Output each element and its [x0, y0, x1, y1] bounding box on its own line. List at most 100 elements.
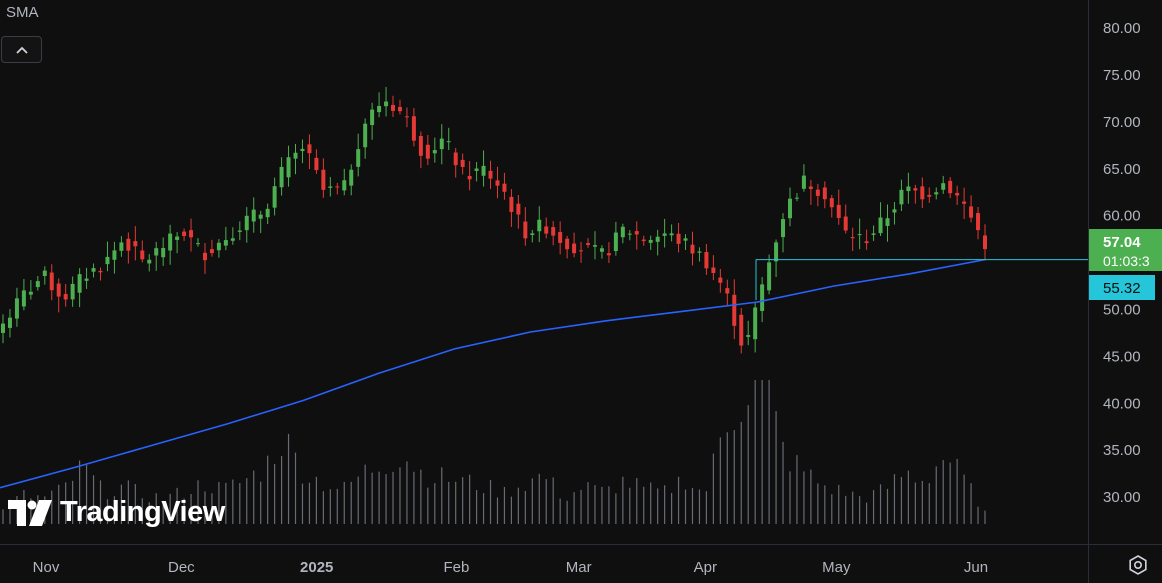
candle-body	[843, 216, 848, 231]
candle-body	[328, 186, 333, 188]
candle-body	[544, 226, 549, 234]
collapse-indicators-button[interactable]	[1, 36, 42, 63]
candle-body	[216, 242, 221, 251]
gear-icon[interactable]	[1126, 553, 1150, 577]
candle-body	[342, 180, 347, 191]
candle-body	[606, 253, 611, 256]
candle-body	[356, 149, 361, 167]
price-tick-label: 75.00	[1103, 67, 1141, 84]
last-price-label: 57.04	[1103, 234, 1141, 251]
candle-body	[815, 189, 820, 196]
candle-body	[460, 159, 465, 167]
candle-body	[105, 256, 110, 265]
candle-body	[495, 180, 500, 186]
price-tick-label: 50.00	[1103, 302, 1141, 319]
price-tick-label: 65.00	[1103, 161, 1141, 178]
candle-body	[1, 323, 5, 333]
candle-body	[35, 281, 40, 288]
candle-body	[627, 233, 632, 235]
candle-body	[202, 252, 207, 261]
candle-body	[439, 138, 444, 150]
candle-body	[934, 192, 939, 195]
candle-body	[154, 248, 159, 256]
candle-body	[391, 104, 396, 111]
candle-body	[753, 307, 758, 340]
candle-body	[683, 238, 688, 241]
price-axis[interactable]: 80.0075.0070.0065.0060.0055.0050.0045.00…	[1103, 20, 1141, 506]
candle-body	[404, 116, 409, 118]
candle-body	[927, 194, 932, 197]
last-price-badge	[1089, 229, 1162, 271]
candle-body	[481, 165, 486, 176]
chevron-up-icon	[15, 46, 28, 54]
candle-body	[808, 186, 813, 189]
candle-body	[98, 270, 103, 273]
candle-body	[690, 244, 695, 254]
candle-body	[976, 213, 981, 231]
candle-body	[453, 152, 458, 166]
candle-body	[147, 259, 152, 264]
candle-body	[502, 183, 507, 192]
price-tick-label: 45.00	[1103, 348, 1141, 365]
price-tick-label: 35.00	[1103, 442, 1141, 459]
candle-body	[168, 233, 173, 251]
candle-body	[286, 157, 291, 178]
candle-body	[293, 152, 298, 159]
candle-body	[613, 232, 618, 252]
brand-logo[interactable]: TradingView	[8, 496, 225, 529]
candle-body	[676, 233, 681, 244]
candle-body	[767, 262, 772, 291]
candle-body	[418, 135, 423, 156]
candle-body	[251, 209, 256, 222]
candle-body	[237, 230, 242, 232]
candle-body	[892, 209, 897, 213]
candle-body	[21, 290, 26, 307]
price-tick-label: 40.00	[1103, 395, 1141, 412]
candle-body	[983, 235, 987, 250]
candle-body	[941, 183, 946, 190]
candle-body	[446, 141, 451, 143]
candle-body	[84, 278, 89, 281]
candle-body	[474, 168, 479, 171]
price-tick-label: 60.00	[1103, 208, 1141, 225]
candle-body	[565, 238, 570, 250]
candle-body	[523, 221, 528, 239]
sma-price-badge	[1089, 275, 1155, 300]
candle-body	[641, 239, 646, 242]
candle-body	[370, 109, 375, 126]
candle-body	[307, 144, 312, 154]
candle-body	[397, 106, 402, 112]
candle-body	[648, 239, 653, 243]
candle-body	[488, 170, 493, 179]
candle-body	[209, 249, 214, 254]
time-tick-label: Mar	[566, 559, 592, 576]
candle-body	[599, 248, 604, 252]
candle-body	[697, 251, 702, 253]
candle-body	[537, 219, 542, 232]
candle-body	[718, 277, 723, 283]
candlesticks	[1, 86, 987, 354]
candle-body	[725, 288, 730, 294]
candle-body	[704, 252, 709, 269]
time-tick-label: Dec	[168, 559, 195, 576]
indicator-label: SMA	[6, 4, 39, 21]
candle-body	[133, 241, 138, 247]
candle-body	[836, 204, 841, 218]
candle-body	[781, 219, 786, 238]
candle-body	[801, 175, 806, 189]
candle-body	[467, 175, 472, 180]
candle-body	[850, 237, 855, 239]
candle-body	[969, 206, 974, 218]
candle-body	[732, 294, 737, 326]
candle-body	[913, 188, 918, 191]
candle-body	[265, 208, 270, 218]
time-tick-label: Feb	[443, 559, 469, 576]
candle-body	[279, 166, 284, 188]
candle-body	[530, 233, 535, 235]
candle-body	[962, 201, 967, 204]
candle-body	[300, 148, 305, 152]
candle-body	[196, 243, 201, 245]
candle-body	[161, 247, 166, 258]
time-axis[interactable]: Nov Dec 2025 Feb Mar Apr May Jun	[33, 559, 988, 576]
